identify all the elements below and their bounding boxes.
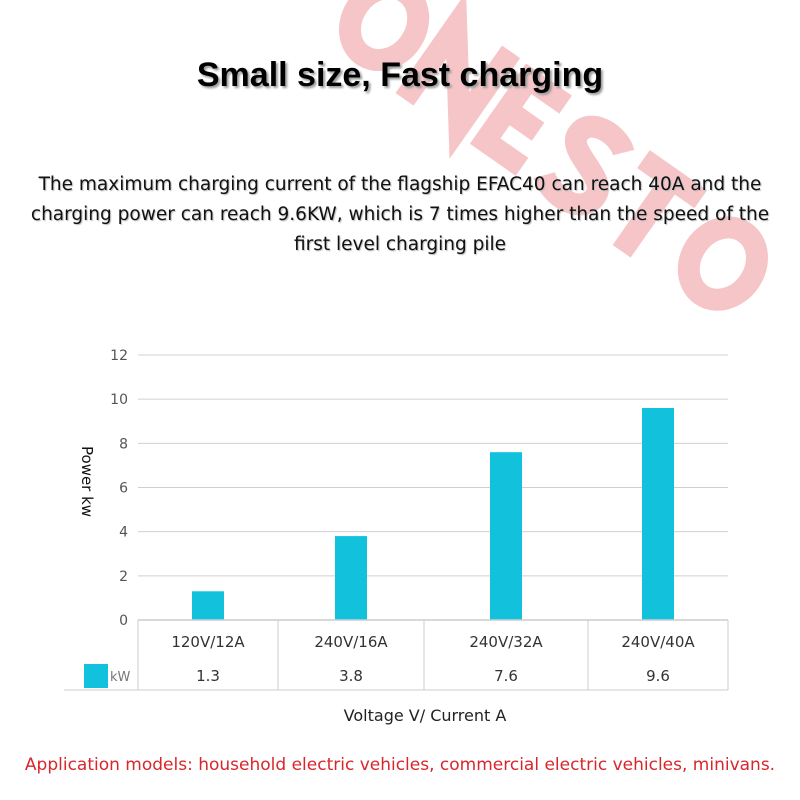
bar-chart: 0 2 4 6 8 10 12 Power kw 120V/12A 1.3 240V/16A 3.8 2… bbox=[64, 348, 729, 691]
y-axis-label: Power kw bbox=[78, 446, 96, 517]
watermark-letter-o bbox=[677, 216, 768, 311]
y-tick-label: 0 bbox=[119, 613, 128, 629]
y-tick-label: 12 bbox=[110, 348, 128, 364]
y-tick-label: 6 bbox=[119, 481, 128, 497]
category-label: 240V/16A bbox=[314, 633, 388, 651]
data-value: 1.3 bbox=[196, 667, 220, 685]
page-title: Small size, Fast charging bbox=[196, 56, 604, 94]
data-value: 3.8 bbox=[339, 667, 363, 685]
data-value: 7.6 bbox=[494, 667, 518, 685]
x-axis-label: Voltage V/ Current A bbox=[343, 706, 507, 725]
watermark-letter-n bbox=[395, 0, 521, 159]
category-label: 240V/40A bbox=[621, 633, 695, 651]
data-value: 9.6 bbox=[646, 667, 670, 685]
watermark-letter-e bbox=[469, 63, 572, 176]
y-tick-label: 10 bbox=[110, 392, 128, 408]
bar bbox=[490, 452, 522, 620]
watermark-letter-t bbox=[612, 150, 708, 258]
legend-label: kW bbox=[110, 670, 131, 685]
legend-swatch bbox=[84, 664, 108, 688]
category-label: 120V/12A bbox=[171, 633, 245, 651]
bar bbox=[192, 591, 224, 620]
watermark-letter-s bbox=[533, 115, 635, 216]
category-label: 240V/32A bbox=[469, 633, 543, 651]
watermark-letter-o bbox=[338, 0, 430, 72]
y-tick-label: 2 bbox=[119, 569, 128, 585]
bar bbox=[335, 536, 367, 620]
application-note: Application models: household electric v… bbox=[24, 755, 776, 775]
description: The maximum charging current of the flag… bbox=[30, 174, 770, 255]
y-tick-label: 4 bbox=[119, 525, 128, 541]
bar bbox=[642, 408, 674, 620]
y-tick-label: 8 bbox=[119, 436, 128, 452]
